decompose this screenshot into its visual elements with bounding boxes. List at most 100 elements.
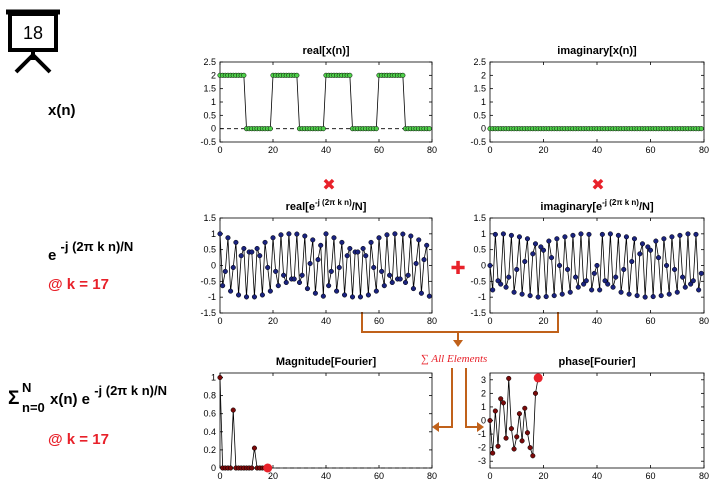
data-point xyxy=(336,264,342,271)
x-tick-label: 80 xyxy=(699,471,709,481)
data-point xyxy=(299,272,305,278)
data-point xyxy=(645,244,651,250)
data-point xyxy=(650,294,656,300)
data-point xyxy=(583,278,589,284)
data-point xyxy=(304,286,311,292)
data-point xyxy=(267,126,273,132)
data-point xyxy=(416,237,422,243)
y-tick-label: 1 xyxy=(481,229,486,239)
data-point xyxy=(421,257,427,263)
data-point xyxy=(586,231,592,237)
data-point xyxy=(426,126,432,132)
data-point xyxy=(283,279,289,286)
data-point xyxy=(254,245,260,252)
data-point xyxy=(503,435,509,441)
data-point xyxy=(320,126,326,132)
data-point xyxy=(621,266,627,273)
y-tick-label: 0 xyxy=(481,416,486,426)
data-point xyxy=(294,72,300,78)
data-point xyxy=(565,266,571,273)
y-tick-label: -0.5 xyxy=(470,137,486,147)
y-tick-label: -0.5 xyxy=(200,276,216,286)
all-elements-label: ∑ All Elements xyxy=(421,353,487,365)
data-point xyxy=(551,293,557,299)
data-point xyxy=(230,407,236,413)
data-point xyxy=(373,288,379,294)
data-point xyxy=(653,238,659,244)
sum-expression: x(n) e -j (2π k n)/N xyxy=(50,383,167,408)
data-point xyxy=(516,411,522,417)
data-point xyxy=(698,126,704,132)
current-k-marker xyxy=(263,463,273,473)
data-point xyxy=(693,231,699,237)
data-point xyxy=(273,268,279,274)
y-tick-label: 0.5 xyxy=(203,110,216,120)
x-tick-label: 60 xyxy=(645,316,655,326)
sum-lower-limit: n=0 xyxy=(22,400,45,415)
data-point xyxy=(487,417,493,424)
data-point xyxy=(238,253,244,259)
y-tick-label: 0 xyxy=(481,124,486,134)
data-point xyxy=(506,375,512,381)
data-point xyxy=(418,290,424,296)
x-tick-label: 80 xyxy=(699,145,709,155)
chart-title: phase[Fourier] xyxy=(558,356,635,368)
data-point xyxy=(492,408,498,414)
x-tick-label: 80 xyxy=(699,316,709,326)
data-point xyxy=(658,293,664,299)
data-point xyxy=(381,283,387,289)
data-point xyxy=(516,234,522,240)
data-point xyxy=(270,235,276,241)
data-point xyxy=(498,281,504,287)
data-point xyxy=(355,249,361,255)
exponential-label: e -j (2π k n)/N xyxy=(48,239,133,264)
y-tick-label: 1.5 xyxy=(203,213,216,223)
chart-phase: phase[Fourier] 0 20 40 60 80 -3 -2 -1 0 1 2 3 xyxy=(478,356,709,481)
data-point xyxy=(331,235,337,241)
data-point xyxy=(567,289,573,295)
data-point xyxy=(543,294,549,300)
data-point xyxy=(323,231,329,237)
y-tick-label: 0 xyxy=(481,261,486,271)
chart-title: imaginary[x(n)] xyxy=(557,45,637,57)
series-line xyxy=(219,377,268,469)
arrow-left-icon xyxy=(432,422,439,432)
data-point xyxy=(631,236,638,242)
x-tick-label: 20 xyxy=(268,316,278,326)
y-tick-label: 1.5 xyxy=(473,84,486,94)
x-tick-label: 0 xyxy=(217,145,222,155)
x-tick-label: 40 xyxy=(592,145,602,155)
y-tick-label: 2.5 xyxy=(203,57,216,67)
data-point xyxy=(339,239,345,245)
y-tick-label: -1 xyxy=(478,292,486,302)
data-point xyxy=(228,288,234,294)
slide-number: 18 xyxy=(23,23,43,43)
data-point xyxy=(519,438,525,444)
y-tick-label: 3 xyxy=(481,375,486,385)
title-tail: /N] xyxy=(639,201,654,213)
data-point xyxy=(508,232,514,238)
data-point xyxy=(262,239,268,245)
y-tick-label: 0.4 xyxy=(203,427,216,437)
data-point xyxy=(680,274,686,280)
chart-imag-exp: imaginary[e-j (2π k n)/N] 0 20 40 60 80 -1.5 -1… xyxy=(470,198,709,326)
data-point xyxy=(647,247,654,253)
data-point xyxy=(538,244,544,250)
data-point xyxy=(522,405,528,411)
data-point xyxy=(688,281,694,287)
x-tick-label: 60 xyxy=(645,145,655,155)
sum-upper-limit: N xyxy=(22,380,31,395)
data-point xyxy=(408,233,414,239)
data-point xyxy=(278,232,284,238)
data-point xyxy=(610,284,616,290)
x-tick-label: 60 xyxy=(374,145,384,155)
data-point xyxy=(249,249,255,255)
data-point xyxy=(241,245,247,252)
data-point xyxy=(589,287,595,293)
data-point xyxy=(384,232,390,238)
data-point xyxy=(328,268,334,274)
data-point xyxy=(682,284,688,290)
data-point xyxy=(291,276,297,282)
x-tick-label: 20 xyxy=(538,471,548,481)
